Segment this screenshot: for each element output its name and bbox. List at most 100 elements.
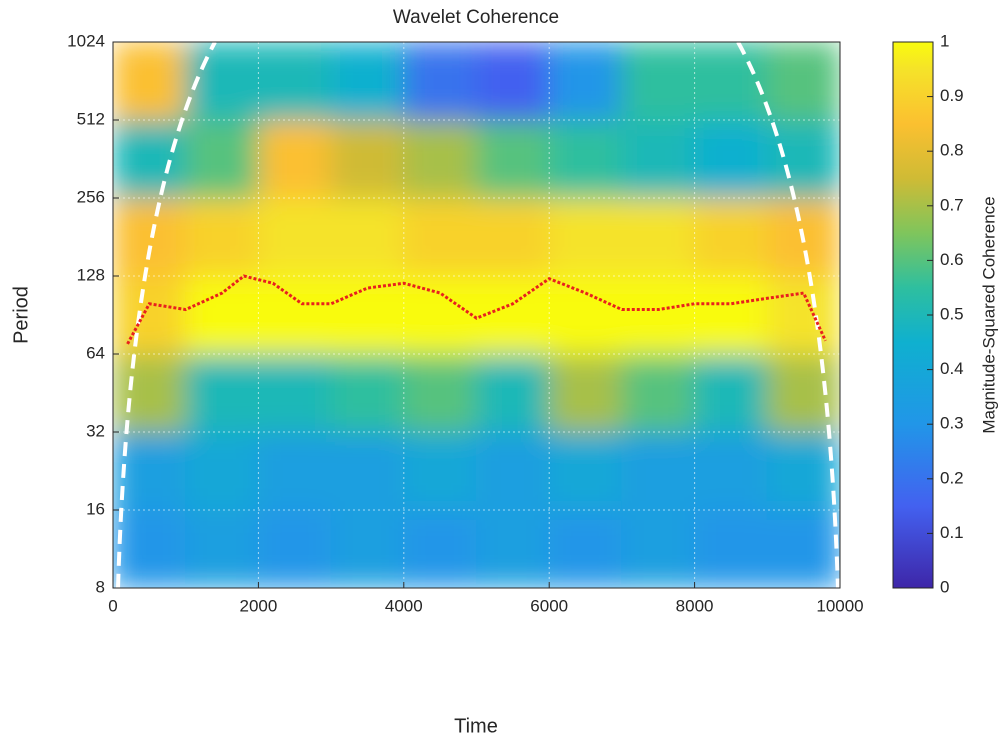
coherence-cell <box>330 42 405 121</box>
coherence-cell <box>548 119 623 199</box>
coherence-cell <box>185 119 259 199</box>
x-tick-label: 8000 <box>676 596 714 615</box>
coherence-cell <box>257 431 332 511</box>
coherence-cell <box>476 353 550 433</box>
coherence-cell <box>694 197 768 277</box>
coherence-cell <box>548 431 623 511</box>
coherence-cell <box>330 119 405 199</box>
y-tick-label: 512 <box>77 109 105 128</box>
coherence-cell <box>548 353 623 433</box>
coherence-cell <box>330 431 405 511</box>
coherence-cell <box>694 42 768 121</box>
coherence-cell <box>113 275 187 355</box>
colorbar-tick-label: 0.9 <box>940 86 964 105</box>
colorbar-tick-label: 0.2 <box>940 468 964 487</box>
x-tick-label: 2000 <box>239 596 277 615</box>
x-axis-label: Time <box>454 715 498 737</box>
coherence-cell <box>403 42 477 121</box>
coherence-cell <box>185 197 259 277</box>
plot-frame <box>112 41 841 589</box>
colorbar-tick-label: 0 <box>940 577 949 596</box>
coherence-cell <box>113 119 187 199</box>
coherence-cell <box>403 275 477 355</box>
coherence-cell <box>476 197 550 277</box>
coherence-cell <box>621 119 696 199</box>
cone-of-influence <box>736 41 840 589</box>
colorbar-tick-label: 1 <box>940 31 949 50</box>
coherence-cell <box>621 42 696 121</box>
coherence-cell <box>694 119 768 199</box>
ridge-line <box>126 274 827 345</box>
coherence-cell <box>766 42 840 121</box>
colorbar-tick-label: 0.1 <box>940 523 964 542</box>
colorbar-label: Magnitude-Squared Coherence <box>979 196 998 433</box>
y-tick-label: 256 <box>77 187 105 206</box>
coherence-cell <box>766 119 840 199</box>
coherence-cell <box>621 353 696 433</box>
x-tick-label: 10000 <box>816 596 863 615</box>
colorbar-tick-label: 0.5 <box>940 304 964 323</box>
coherence-cell <box>113 42 187 121</box>
coherence-cell <box>766 275 840 355</box>
coherence-cell <box>548 197 623 277</box>
coherence-cell <box>621 197 696 277</box>
coherence-cell <box>766 509 840 588</box>
y-tick-label: 1024 <box>67 31 105 50</box>
coherence-cell <box>257 509 332 588</box>
coherence-cell <box>476 275 550 355</box>
coherence-cell <box>548 509 623 588</box>
coherence-cell <box>621 275 696 355</box>
x-tick-label: 6000 <box>530 596 568 615</box>
coherence-field <box>113 42 840 588</box>
y-tick-label: 64 <box>86 343 105 362</box>
coherence-cell <box>257 42 332 121</box>
colorbar-tick-label: 0.7 <box>940 195 964 214</box>
coherence-cell <box>694 431 768 511</box>
coherence-cell <box>694 509 768 588</box>
coherence-cell <box>257 275 332 355</box>
coherence-cell <box>330 353 405 433</box>
coherence-cell <box>548 275 623 355</box>
colorbar <box>892 41 934 589</box>
coherence-cell <box>330 197 405 277</box>
coherence-cell <box>185 275 259 355</box>
colorbar-tick-label: 0.3 <box>940 414 964 433</box>
colorbar-tick-label: 0.4 <box>940 359 964 378</box>
coherence-cell <box>403 119 477 199</box>
coherence-cell <box>257 197 332 277</box>
x-tick-label: 4000 <box>385 596 423 615</box>
coherence-cell <box>330 509 405 588</box>
chart-title: Wavelet Coherence <box>393 7 559 28</box>
coherence-cell <box>185 431 259 511</box>
coherence-cell <box>113 197 187 277</box>
coherence-cell <box>766 353 840 433</box>
coherence-cell <box>476 42 550 121</box>
x-tick-label: 0 <box>108 596 117 615</box>
coherence-cell <box>476 119 550 199</box>
y-tick-label: 128 <box>77 265 105 284</box>
coherence-cell <box>403 509 477 588</box>
coherence-cell <box>476 431 550 511</box>
coherence-cell <box>403 431 477 511</box>
coherence-cell <box>403 197 477 277</box>
coherence-cell <box>403 353 477 433</box>
coherence-cell <box>766 431 840 511</box>
coherence-cell <box>548 42 623 121</box>
y-tick-label: 8 <box>96 577 105 596</box>
y-axis-label: Period <box>10 286 32 344</box>
coherence-cell <box>257 353 332 433</box>
coherence-cell <box>185 353 259 433</box>
colorbar-tick-label: 0.8 <box>940 141 964 160</box>
coherence-cell <box>113 509 187 588</box>
coherence-cell <box>330 275 405 355</box>
coherence-cell <box>621 431 696 511</box>
coherence-cell <box>185 509 259 588</box>
coherence-cell <box>257 119 332 199</box>
coherence-cell <box>113 353 187 433</box>
coherence-cell <box>476 509 550 588</box>
y-tick-label: 16 <box>86 499 105 518</box>
coherence-cell <box>694 275 768 355</box>
cone-of-influence <box>116 41 217 589</box>
coherence-cell <box>621 509 696 588</box>
